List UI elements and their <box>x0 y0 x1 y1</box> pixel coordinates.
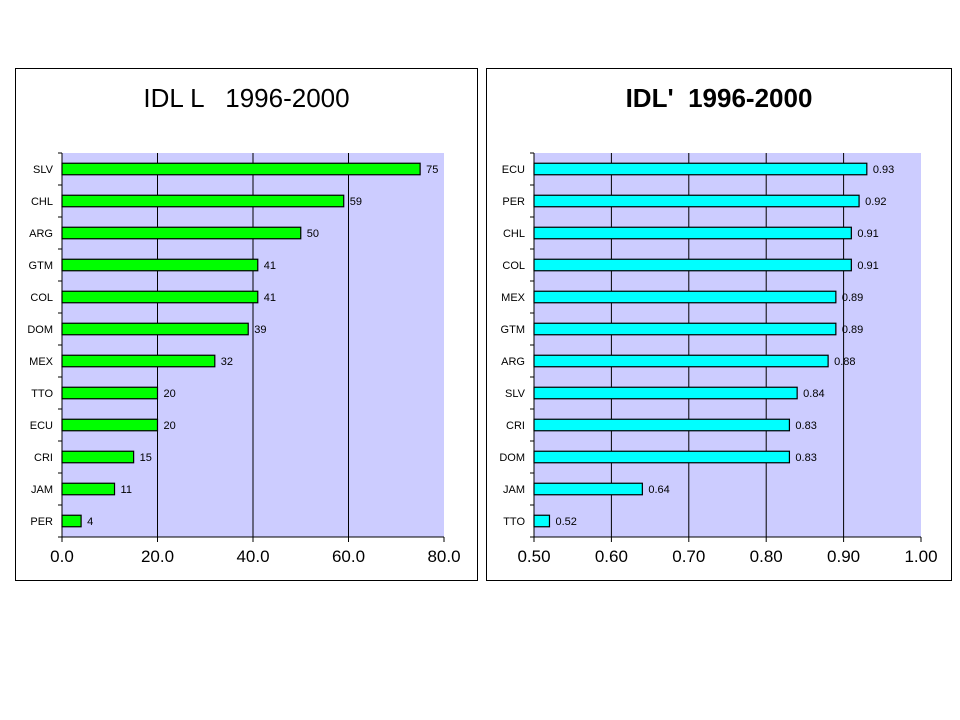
category-label: ARG <box>29 228 53 240</box>
bar-ecu <box>61 418 159 432</box>
value-label: 0.52 <box>555 516 576 528</box>
bar-tto <box>61 386 159 400</box>
x-tick-label: 0.50 <box>517 547 550 566</box>
category-label: JAM <box>503 484 525 496</box>
value-label: 4 <box>87 516 93 528</box>
value-label: 0.88 <box>834 356 855 368</box>
bar-mex <box>533 290 837 304</box>
value-label: 0.89 <box>842 324 863 336</box>
value-label: 0.89 <box>842 292 863 304</box>
category-label: TTO <box>503 516 525 528</box>
value-label: 32 <box>221 356 233 368</box>
bar-chl <box>61 194 345 208</box>
bar-mex <box>61 354 216 368</box>
bar-chl <box>533 226 852 240</box>
value-label: 75 <box>426 164 438 176</box>
category-label: DOM <box>27 324 53 336</box>
x-tick-label: 0.80 <box>750 547 783 566</box>
category-label: GTM <box>29 260 53 272</box>
bar-jam <box>533 482 643 496</box>
bar-gtm <box>61 258 259 272</box>
chart-right: 0.50 0.60 0.70 0.80 0.90 1.00 ECU 0.93 PER 0.92 CH… <box>499 152 938 566</box>
x-tick-label: 40.0 <box>236 547 269 566</box>
bar-slv <box>61 162 421 176</box>
value-label: 59 <box>350 196 362 208</box>
category-label: JAM <box>31 484 53 496</box>
value-label: 0.93 <box>873 164 894 176</box>
chart-title-left: IDL L 1996-2000 <box>143 83 350 113</box>
value-label: 20 <box>164 388 176 400</box>
value-label: 0.91 <box>857 260 878 272</box>
category-label: CRI <box>506 420 525 432</box>
category-label: CRI <box>34 452 53 464</box>
value-label: 41 <box>264 292 276 304</box>
plot-area <box>534 153 921 537</box>
category-label: SLV <box>505 388 526 400</box>
bar-cri <box>533 418 791 432</box>
bar-col <box>61 290 259 304</box>
bar-cri <box>61 450 135 464</box>
category-label: MEX <box>501 292 526 304</box>
category-label: TTO <box>31 388 53 400</box>
x-tick-label: 20.0 <box>141 547 174 566</box>
value-label: 0.92 <box>865 196 886 208</box>
x-tick-label: 0.70 <box>672 547 705 566</box>
category-label: DOM <box>499 452 525 464</box>
bar-tto <box>533 514 551 528</box>
category-label: CHL <box>31 196 53 208</box>
category-label: COL <box>502 260 525 272</box>
value-label: 50 <box>307 228 319 240</box>
value-label: 0.84 <box>803 388 824 400</box>
bar-dom <box>61 322 249 336</box>
x-tick-label: 0.60 <box>595 547 628 566</box>
category-label: SLV <box>33 164 54 176</box>
bar-arg <box>61 226 302 240</box>
bar-arg <box>533 354 829 368</box>
bar-ecu <box>533 162 868 176</box>
category-label: PER <box>30 516 53 528</box>
chart-left: 0.0 20.0 40.0 60.0 80.0 SLV 75 CHL 59 ARG 50 GTM 41 C… <box>27 152 461 566</box>
value-label: 0.83 <box>795 452 816 464</box>
bar-col <box>533 258 852 272</box>
value-label: 11 <box>121 484 132 496</box>
bar-jam <box>61 482 116 496</box>
bar-dom <box>533 450 791 464</box>
value-label: 0.83 <box>795 420 816 432</box>
value-label: 15 <box>140 452 152 464</box>
x-tick-label: 0.90 <box>827 547 860 566</box>
category-label: CHL <box>503 228 525 240</box>
x-tick-label: 1.00 <box>904 547 937 566</box>
bar-gtm <box>533 322 837 336</box>
category-label: GTM <box>501 324 525 336</box>
category-label: ECU <box>502 164 525 176</box>
value-label: 39 <box>254 324 266 336</box>
category-label: ECU <box>30 420 53 432</box>
value-label: 20 <box>164 420 176 432</box>
category-label: COL <box>30 292 53 304</box>
value-label: 41 <box>264 260 276 272</box>
bar-slv <box>533 386 798 400</box>
category-label: PER <box>502 196 525 208</box>
chart-panel-left: IDL L 1996-2000 0.0 20.0 40.0 60.0 80.0 SLV 75… <box>15 68 478 581</box>
chart-title-right: IDL' 1996-2000 <box>625 83 813 113</box>
bar-per <box>61 514 82 528</box>
category-label: MEX <box>29 356 54 368</box>
x-tick-label: 0.0 <box>50 547 74 566</box>
bar-per <box>533 194 860 208</box>
x-tick-label: 80.0 <box>427 547 460 566</box>
chart-panel-right: IDL' 1996-2000 0.50 0.60 0.70 0.80 0.90 1.00 E… <box>486 68 952 581</box>
x-tick-label: 60.0 <box>332 547 365 566</box>
category-label: ARG <box>501 356 525 368</box>
value-label: 0.91 <box>857 228 878 240</box>
value-label: 0.64 <box>648 484 669 496</box>
